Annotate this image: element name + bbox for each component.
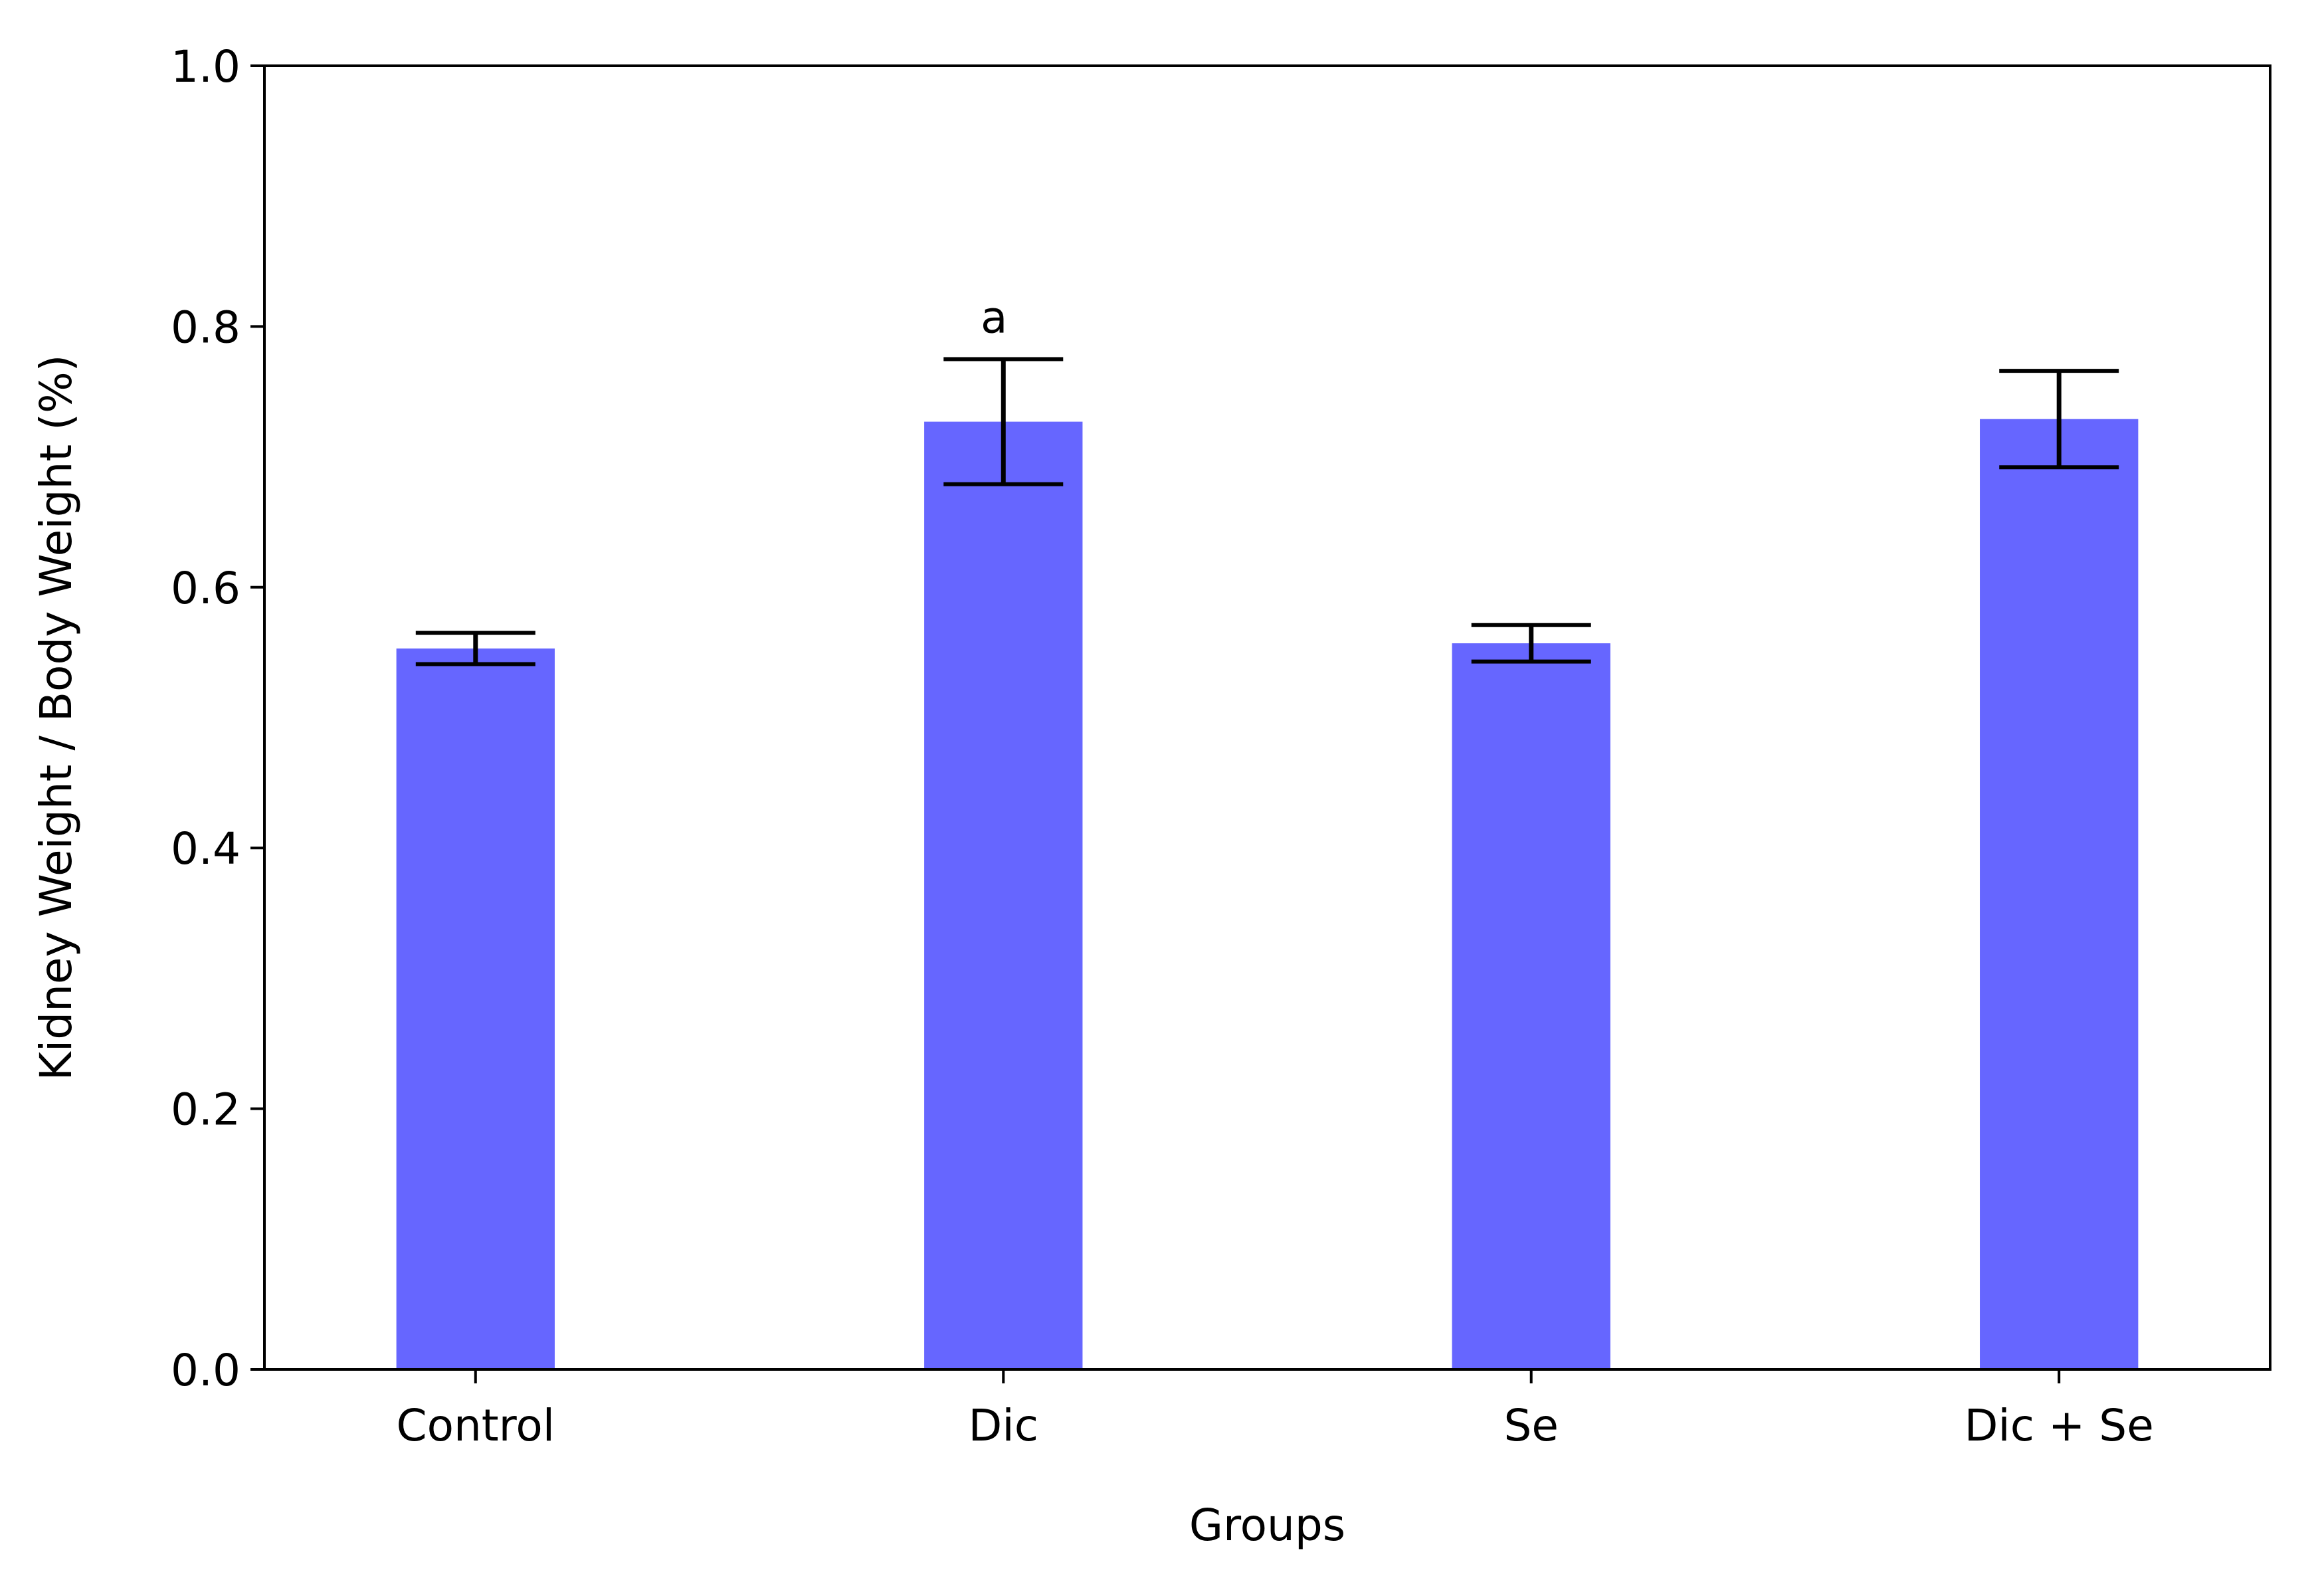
x-tick-label-se: Se (1503, 1400, 1559, 1451)
x-axis-title: Groups (1189, 1500, 1345, 1551)
y-tick-label: 0.2 (171, 1084, 241, 1136)
y-tick-label: 1.0 (171, 41, 241, 92)
bar-control (396, 648, 555, 1370)
y-tick-label: 0.0 (171, 1345, 241, 1396)
y-axis: 0.0 0.2 0.4 0.6 0.8 1.0 (171, 41, 264, 1396)
bar-dic-se (1980, 419, 2139, 1369)
y-axis-title: Kidney Weight / Body Weight (%) (31, 355, 82, 1081)
plot-frame (263, 64, 2271, 1371)
annotations-layer: a (981, 292, 1007, 343)
bars-layer (396, 419, 2139, 1370)
x-axis: Control Dic Se Dic + Se (397, 1369, 2154, 1451)
x-tick-label-dic-se: Dic + Se (1965, 1400, 2154, 1451)
x-tick-label-control: Control (397, 1400, 555, 1451)
bar-se (1452, 643, 1610, 1369)
y-tick-label: 0.6 (171, 563, 241, 614)
significance-label-dic: a (981, 292, 1007, 343)
x-tick-label-dic: Dic (969, 1400, 1038, 1451)
y-tick-label: 0.4 (171, 823, 241, 874)
y-tick-label: 0.8 (171, 302, 241, 353)
error-bars-layer (415, 357, 2119, 666)
bar-dic (924, 421, 1083, 1369)
